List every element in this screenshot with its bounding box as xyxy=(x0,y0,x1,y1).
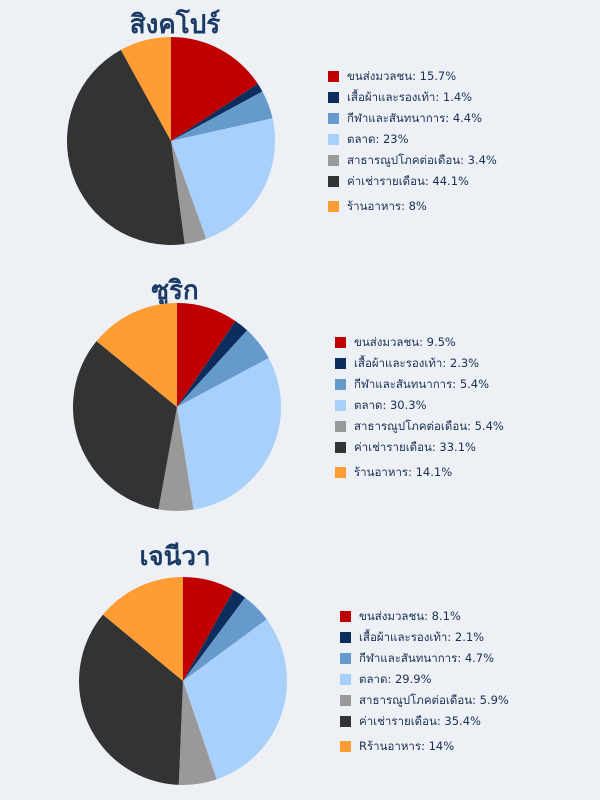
legend-swatch xyxy=(340,716,351,727)
legend-label: กีฬาและสันทนาการ: 4.4% xyxy=(347,110,483,125)
legend-label: Rร้านอาหาร: 14% xyxy=(359,738,455,753)
legend-item: กีฬาและสันทนาการ: 5.4% xyxy=(335,374,504,395)
legend-item: ค่าเช่ารายเดือน: 44.1% xyxy=(328,171,497,192)
pie-chart-panel-geneva: เจนีวา ขนส่งมวลชน: 8.1% เสื้อผ้าและรองเท… xyxy=(0,534,600,800)
legend-label: ร้านอาหาร: 14.1% xyxy=(354,464,453,479)
legend-label: ค่าเช่ารายเดือน: 35.4% xyxy=(359,713,481,728)
legend-swatch xyxy=(340,632,351,643)
legend-swatch xyxy=(340,674,351,685)
pie-slice xyxy=(177,303,236,407)
legend-item: Rร้านอาหาร: 14% xyxy=(340,736,509,757)
legend-swatch xyxy=(328,71,339,82)
legend-item: สาธารณูปโภคต่อเดือน: 5.4% xyxy=(335,416,504,437)
pie-slice xyxy=(79,614,183,785)
pie-slice xyxy=(102,577,183,681)
pie-slice xyxy=(171,91,273,141)
legend-item: ค่าเช่ารายเดือน: 35.4% xyxy=(340,711,509,732)
legend-label: ขนส่งมวลชน: 9.5% xyxy=(354,334,456,349)
legend-swatch xyxy=(328,155,339,166)
legend-swatch xyxy=(335,421,346,432)
pie-chart-panel-singapore: สิงคโปร์ ขนส่งมวลชน: 15.7% เสื้อผ้าและรอ… xyxy=(0,0,600,268)
legend-swatch xyxy=(335,337,346,348)
legend-swatch xyxy=(328,113,339,124)
legend-label: สาธารณูปโภคต่อเดือน: 5.4% xyxy=(354,418,504,433)
legend-swatch xyxy=(335,467,346,478)
legend-label: ตลาด: 30.3% xyxy=(354,397,427,412)
legend-item: เสื้อผ้าและรองเท้า: 2.1% xyxy=(340,627,509,648)
legend-item: สาธารณูปโภคต่อเดือน: 5.9% xyxy=(340,690,509,711)
legend-item: ร้านอาหาร: 8% xyxy=(328,196,497,217)
legend-label: ร้านอาหาร: 8% xyxy=(347,198,427,213)
pie-slice xyxy=(96,303,177,407)
legend-item: กีฬาและสันทนาการ: 4.4% xyxy=(328,108,497,129)
legend-item: ค่าเช่ารายเดือน: 33.1% xyxy=(335,437,504,458)
chart-title: เจนีวา xyxy=(139,542,211,572)
pie-slice xyxy=(171,118,276,239)
legend-item: ขนส่งมวลชน: 8.1% xyxy=(340,606,509,627)
legend-label: ตลาด: 23% xyxy=(347,131,409,146)
legend-label: สาธารณูปโภคต่อเดือน: 5.9% xyxy=(359,692,509,707)
pie-slice xyxy=(171,141,207,245)
legend-label: ตลาด: 29.9% xyxy=(359,671,432,686)
chart-title: สิงคโปร์ xyxy=(129,10,221,40)
legend-swatch xyxy=(340,695,351,706)
chart-legend: ขนส่งมวลชน: 9.5% เสื้อผ้าและรองเท้า: 2.3… xyxy=(335,332,504,483)
chart-legend: ขนส่งมวลชน: 15.7% เสื้อผ้าและรองเท้า: 1.… xyxy=(328,66,497,217)
legend-label: ขนส่งมวลชน: 15.7% xyxy=(347,68,457,83)
pie-chart-panel-zurich: ซูริก ขนส่งมวลชน: 9.5% เสื้อผ้าและรองเท้… xyxy=(0,268,600,534)
legend-item: ตลาด: 29.9% xyxy=(340,669,509,690)
pie-slice xyxy=(177,320,248,407)
chart-legend: ขนส่งมวลชน: 8.1% เสื้อผ้าและรองเท้า: 2.1… xyxy=(340,606,509,757)
legend-swatch xyxy=(328,92,339,103)
legend-label: เสื้อผ้าและรองเท้า: 2.3% xyxy=(354,355,480,370)
legend-label: กีฬาและสันทนาการ: 5.4% xyxy=(354,376,490,391)
legend-item: ตลาด: 23% xyxy=(328,129,497,150)
legend-swatch xyxy=(328,134,339,145)
legend-label: ขนส่งมวลชน: 8.1% xyxy=(359,608,461,623)
legend-swatch xyxy=(328,176,339,187)
pie-slice xyxy=(178,681,217,785)
pie-slice xyxy=(171,83,263,141)
pie-slice xyxy=(183,590,246,681)
legend-label: กีฬาและสันทนาการ: 4.7% xyxy=(359,650,495,665)
legend-item: ขนส่งมวลชน: 15.7% xyxy=(328,66,497,87)
legend-item: ตลาด: 30.3% xyxy=(335,395,504,416)
legend-swatch xyxy=(335,442,346,453)
pie-slice xyxy=(177,330,269,407)
pie-chart xyxy=(79,577,287,785)
legend-item: สาธารณูปโภคต่อเดือน: 3.4% xyxy=(328,150,497,171)
legend-item: ขนส่งมวลชน: 9.5% xyxy=(335,332,504,353)
pie-chart xyxy=(66,37,276,246)
pie-slice xyxy=(158,407,194,512)
legend-swatch xyxy=(340,611,351,622)
pie-slice xyxy=(171,37,258,141)
legend-swatch xyxy=(335,400,346,411)
legend-label: ค่าเช่ารายเดือน: 33.1% xyxy=(354,439,476,454)
pie-slice xyxy=(183,597,267,681)
pie-chart xyxy=(72,303,282,512)
legend-label: เสื้อผ้าและรองเท้า: 1.4% xyxy=(347,89,473,104)
pie-slice xyxy=(183,619,287,780)
legend-swatch xyxy=(340,741,351,752)
pie-slice xyxy=(183,577,234,681)
legend-swatch xyxy=(335,358,346,369)
legend-item: ร้านอาหาร: 14.1% xyxy=(335,462,504,483)
pie-slice xyxy=(120,37,171,141)
pie-slice xyxy=(177,357,282,510)
legend-swatch xyxy=(340,653,351,664)
legend-item: เสื้อผ้าและรองเท้า: 2.3% xyxy=(335,353,504,374)
pie-slice xyxy=(66,49,185,246)
chart-title: ซูริก xyxy=(151,276,199,306)
legend-item: กีฬาและสันทนาการ: 4.7% xyxy=(340,648,509,669)
legend-label: ค่าเช่ารายเดือน: 44.1% xyxy=(347,173,469,188)
legend-swatch xyxy=(328,201,339,212)
legend-item: เสื้อผ้าและรองเท้า: 1.4% xyxy=(328,87,497,108)
legend-label: สาธารณูปโภคต่อเดือน: 3.4% xyxy=(347,152,497,167)
legend-swatch xyxy=(335,379,346,390)
legend-label: เสื้อผ้าและรองเท้า: 2.1% xyxy=(359,629,485,644)
pie-slice xyxy=(72,341,177,510)
